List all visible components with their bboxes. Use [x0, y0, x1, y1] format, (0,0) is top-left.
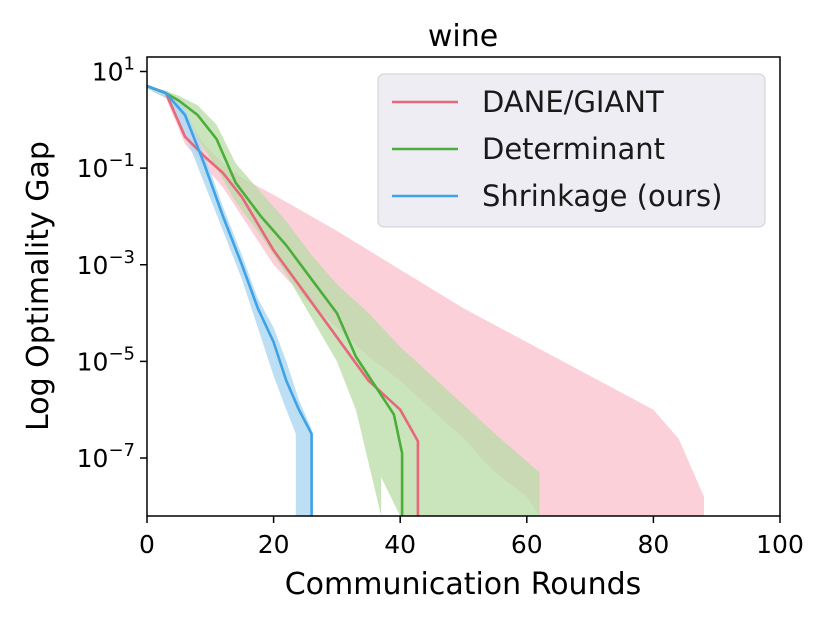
legend-label-1: Determinant — [482, 132, 665, 166]
y-tick-label: 10−7 — [77, 440, 135, 473]
x-tick-label: 80 — [637, 530, 669, 559]
band-0 — [147, 86, 704, 516]
y-tick-label: 101 — [92, 53, 135, 86]
legend-box — [377, 73, 766, 228]
chart-title: wine — [428, 19, 498, 54]
x-tick-label: 0 — [139, 530, 155, 559]
series-line-0 — [146, 84, 420, 516]
legend-label-2: Shrinkage (ours) — [482, 179, 722, 213]
y-tick-label: 10−3 — [77, 247, 135, 280]
legend: DANE/GIANT Determinant Shrinkage (ours) — [377, 73, 766, 228]
x-tick-label: 100 — [756, 530, 804, 559]
y-tick-label: 10−1 — [77, 150, 135, 183]
x-axis-ticks: 0 20 40 60 80 100 — [139, 516, 804, 559]
series-lines — [146, 84, 420, 516]
x-tick-label: 40 — [384, 530, 416, 559]
x-axis-label: Communication Rounds — [285, 567, 642, 602]
y-axis-ticks: 101 10−1 10−3 10−5 10−7 — [77, 53, 147, 473]
y-tick-label: 10−5 — [77, 343, 135, 376]
legend-label-0: DANE/GIANT — [482, 85, 664, 119]
series-line-1 — [146, 84, 404, 516]
y-axis-label: Log Optimality Gap — [21, 141, 56, 431]
plot-area-frame — [146, 56, 781, 517]
x-tick-label: 60 — [511, 530, 543, 559]
x-tick-label: 20 — [258, 530, 290, 559]
series-line-2 — [146, 84, 313, 516]
